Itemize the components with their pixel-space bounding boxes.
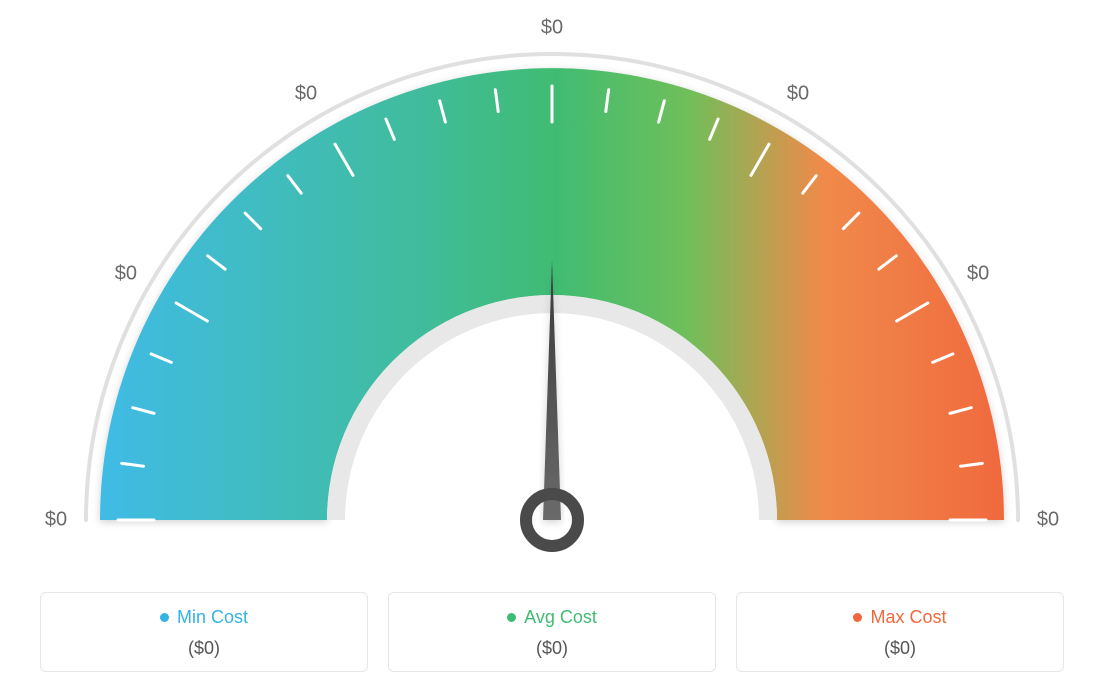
gauge-chart: $0 $0 $0 $0 $0 $0 $0 xyxy=(0,0,1104,570)
gauge-tick-label: $0 xyxy=(295,82,317,105)
gauge-tick-label: $0 xyxy=(541,17,563,40)
legend-value-max: ($0) xyxy=(747,638,1053,659)
legend-value-min: ($0) xyxy=(51,638,357,659)
legend-dot-avg xyxy=(507,613,516,622)
gauge-svg xyxy=(0,0,1104,570)
gauge-tick-label: $0 xyxy=(45,509,67,532)
legend-title-min: Min Cost xyxy=(160,607,248,628)
legend-label-max: Max Cost xyxy=(870,607,946,628)
gauge-tick-label: $0 xyxy=(1037,509,1059,532)
legend-card-min: Min Cost ($0) xyxy=(40,592,368,672)
legend-value-avg: ($0) xyxy=(399,638,705,659)
legend-title-avg: Avg Cost xyxy=(507,607,597,628)
legend-label-min: Min Cost xyxy=(177,607,248,628)
legend-card-avg: Avg Cost ($0) xyxy=(388,592,716,672)
gauge-tick-label: $0 xyxy=(787,82,809,105)
gauge-tick-label: $0 xyxy=(115,263,137,286)
legend-dot-min xyxy=(160,613,169,622)
legend-title-max: Max Cost xyxy=(853,607,946,628)
legend-row: Min Cost ($0) Avg Cost ($0) Max Cost ($0… xyxy=(40,592,1064,672)
cost-gauge-container: $0 $0 $0 $0 $0 $0 $0 Min Cost ($0) Avg Cost ($… xyxy=(0,0,1104,690)
gauge-tick-label: $0 xyxy=(967,263,989,286)
legend-label-avg: Avg Cost xyxy=(524,607,597,628)
legend-dot-max xyxy=(853,613,862,622)
legend-card-max: Max Cost ($0) xyxy=(736,592,1064,672)
